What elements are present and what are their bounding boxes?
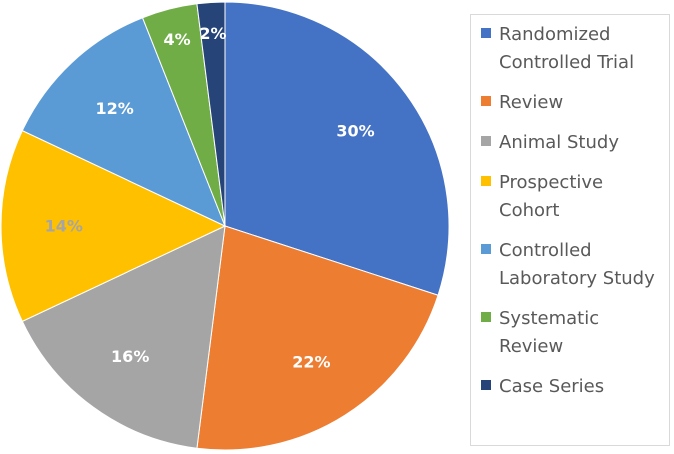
pie-slice-controlled-laboratory-study xyxy=(21,17,226,227)
legend-item: Systematic Review xyxy=(481,305,669,361)
legend-label: Case Series xyxy=(499,376,605,397)
legend-swatch xyxy=(481,244,491,254)
legend-item: Case Series xyxy=(481,373,669,401)
legend-label: Review xyxy=(499,92,564,113)
pie-slice-animal-study xyxy=(21,225,226,449)
data-label-controlled-laboratory-study: 12% xyxy=(95,99,133,118)
legend-item: Review xyxy=(481,89,669,117)
data-label-randomized-controlled-trial: 30% xyxy=(336,122,374,141)
data-label-systematic-review: 4% xyxy=(164,30,191,49)
legend-label: Controlled Laboratory Study xyxy=(499,240,655,289)
legend-swatch xyxy=(481,176,491,186)
legend-swatch xyxy=(481,380,491,390)
legend-label: Animal Study xyxy=(499,132,619,153)
legend-swatch xyxy=(481,96,491,106)
data-label-animal-study: 16% xyxy=(111,347,149,366)
legend-swatch xyxy=(481,28,491,38)
pie-slice-randomized-controlled-trial xyxy=(224,1,450,296)
legend-item: Animal Study xyxy=(481,129,669,157)
legend-swatch xyxy=(481,136,491,146)
legend-item: Randomized Controlled Trial xyxy=(481,21,669,77)
pie-slice-case-series xyxy=(196,1,226,227)
legend: Randomized Controlled Trial Review Animal S… xyxy=(470,14,670,446)
legend-item: Prospective Cohort xyxy=(481,169,669,225)
legend-label: Randomized Controlled Trial xyxy=(499,24,635,73)
legend-item: Controlled Laboratory Study xyxy=(481,237,669,293)
pie-slice-prospective-cohort xyxy=(0,129,227,323)
legend-label: Systematic Review xyxy=(499,308,600,357)
data-label-case-series: 2% xyxy=(199,24,226,43)
legend-label: Prospective Cohort xyxy=(499,172,604,221)
legend-swatch xyxy=(481,312,491,322)
data-label-review: 22% xyxy=(292,353,330,372)
data-label-prospective-cohort: 14% xyxy=(45,217,83,236)
